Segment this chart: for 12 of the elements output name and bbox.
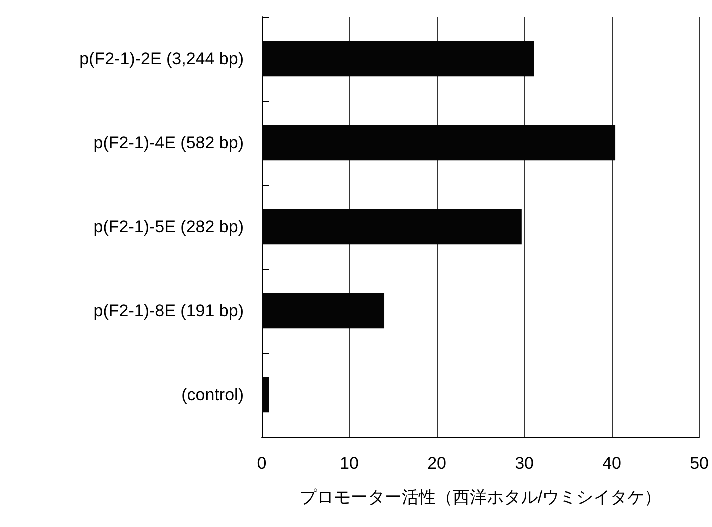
x-tick-label: 0 (257, 454, 267, 473)
x-tick-label: 20 (428, 454, 446, 473)
x-axis-title: プロモーター活性（西洋ホタル/ウミシイタケ） (300, 488, 662, 507)
y-tick-label: p(F2-1)-4E (582 bp) (94, 134, 244, 152)
y-tick-label: (control) (182, 386, 244, 404)
x-tick-label: 10 (340, 454, 359, 473)
x-tick-label: 30 (515, 454, 534, 473)
x-tick-label: 40 (602, 454, 622, 473)
y-tick-label: p(F2-1)-5E (282 bp) (94, 218, 244, 236)
y-tick-label: p(F2-1)-2E (3,244 bp) (80, 50, 244, 68)
x-tick-label: 50 (690, 454, 710, 473)
y-tick-label: p(F2-1)-8E (191 bp) (94, 302, 244, 320)
